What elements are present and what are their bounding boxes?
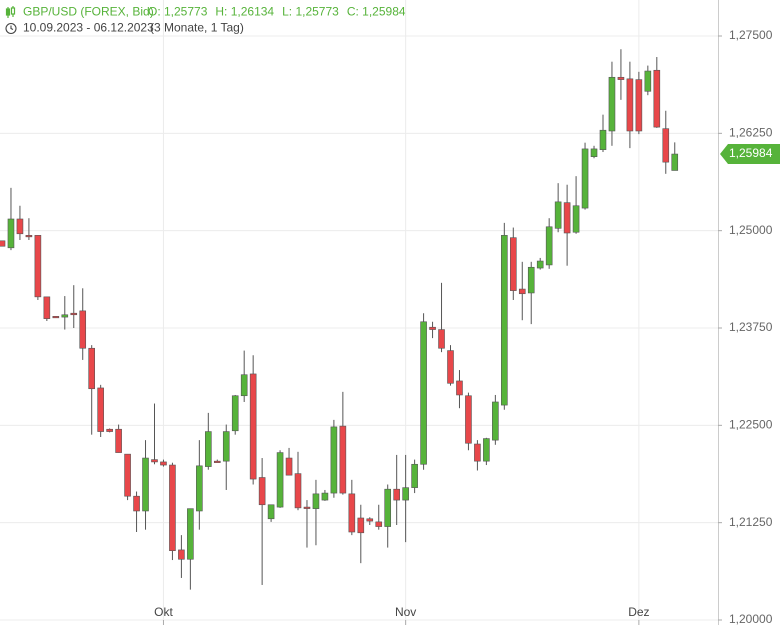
- candle-body: [169, 464, 176, 551]
- candle-body: [124, 453, 131, 497]
- x-tick-label: Dez: [628, 605, 649, 619]
- header-value: O: 1,25773: [148, 5, 208, 19]
- candle-body: [411, 463, 418, 488]
- candle-body: [276, 452, 284, 508]
- clock-icon: [5, 22, 17, 35]
- candle-body: [240, 374, 248, 397]
- candle-body: [330, 426, 338, 494]
- candle-body: [0, 240, 6, 247]
- y-tick-label: 1,20000: [729, 612, 773, 625]
- candle-body: [267, 504, 275, 520]
- candle-body: [16, 218, 24, 235]
- candle-body: [492, 401, 499, 441]
- x-tick-label: Okt: [154, 605, 173, 619]
- y-tick-label: 1,25000: [729, 223, 773, 237]
- candle-body: [79, 310, 87, 349]
- candle-body: [258, 477, 266, 506]
- subtitle-note: (3 Monate, 1 Tag): [150, 21, 244, 35]
- candle-body: [474, 443, 481, 462]
- candle-body: [599, 129, 607, 150]
- candle-body: [456, 380, 463, 396]
- candle-body: [348, 493, 356, 533]
- y-tick-label: 1,22500: [729, 418, 773, 432]
- candle-body: [97, 387, 104, 432]
- last-price-tag: [720, 144, 780, 165]
- candle-body: [222, 431, 230, 462]
- candle-body: [644, 70, 652, 92]
- candle-body: [106, 428, 113, 432]
- candle-body: [483, 438, 490, 462]
- candle-body: [88, 347, 95, 390]
- candle-body: [527, 266, 535, 294]
- header-value: L: 1,25773: [282, 5, 339, 19]
- candle-body: [187, 508, 194, 560]
- candle-body: [366, 518, 374, 522]
- candle-body: [213, 460, 221, 463]
- candle-body: [196, 465, 203, 512]
- y-tick-label: 1,27500: [729, 28, 773, 42]
- candle-body: [393, 488, 400, 501]
- candle-body: [501, 235, 508, 406]
- candle-body: [447, 350, 454, 384]
- candle-body: [518, 288, 526, 295]
- header-value: C: 1,25984: [347, 5, 406, 19]
- candle-body: [572, 205, 580, 233]
- candle-body: [303, 506, 311, 509]
- candle-body: [115, 428, 122, 453]
- y-tick-label: 1,21250: [729, 515, 773, 529]
- header-value: H: 1,26134: [215, 5, 274, 19]
- candle-body: [509, 237, 517, 291]
- subtitle: 10.09.2023 - 06.12.2023: [23, 21, 154, 35]
- x-tick-label: Nov: [395, 605, 416, 619]
- candle-body: [608, 76, 616, 132]
- candle-body: [70, 312, 78, 316]
- candle-body: [545, 226, 553, 266]
- candle-body: [536, 260, 544, 269]
- candle-body: [581, 148, 589, 209]
- candle-body: [142, 457, 149, 512]
- candle-body: [554, 201, 562, 229]
- candle-body: [61, 314, 69, 318]
- candle-body: [465, 395, 472, 444]
- candle-body: [285, 457, 293, 476]
- candle-body: [205, 431, 212, 467]
- y-tick-label: 1,23750: [729, 320, 773, 334]
- candle-body: [294, 473, 302, 509]
- candle-body: [375, 521, 383, 527]
- candle-body: [402, 487, 409, 501]
- candle-body: [420, 321, 427, 465]
- candle-body: [438, 329, 445, 349]
- candle-body: [626, 78, 634, 132]
- candle-body: [52, 316, 60, 319]
- candle-body: [617, 76, 625, 80]
- candle-body: [151, 459, 158, 463]
- candle-body: [7, 218, 15, 249]
- candle-body: [357, 517, 365, 534]
- candle-body: [635, 79, 643, 132]
- candle-body: [178, 549, 185, 560]
- candle-body: [34, 235, 42, 298]
- candle-body: [429, 326, 436, 330]
- last-price-label: 1,25984: [729, 146, 773, 160]
- candle-body: [249, 373, 257, 480]
- candle-body: [590, 148, 598, 157]
- candle-body: [160, 461, 167, 466]
- chart-title: GBP/USD (FOREX, Bid): [23, 5, 154, 19]
- candle-body: [231, 395, 239, 432]
- candle-body: [384, 488, 392, 527]
- candle-body: [671, 153, 679, 171]
- candle-body: [43, 296, 51, 319]
- candle-body: [662, 128, 670, 163]
- candle-body: [133, 495, 140, 512]
- y-tick-label: 1,26250: [729, 126, 773, 140]
- candle-body: [653, 69, 661, 128]
- candle-body: [321, 492, 329, 501]
- candle-icon: [5, 6, 16, 18]
- candle-body: [25, 235, 33, 238]
- candle-body: [312, 493, 320, 509]
- candle-body: [339, 425, 347, 494]
- candle-body: [563, 202, 571, 234]
